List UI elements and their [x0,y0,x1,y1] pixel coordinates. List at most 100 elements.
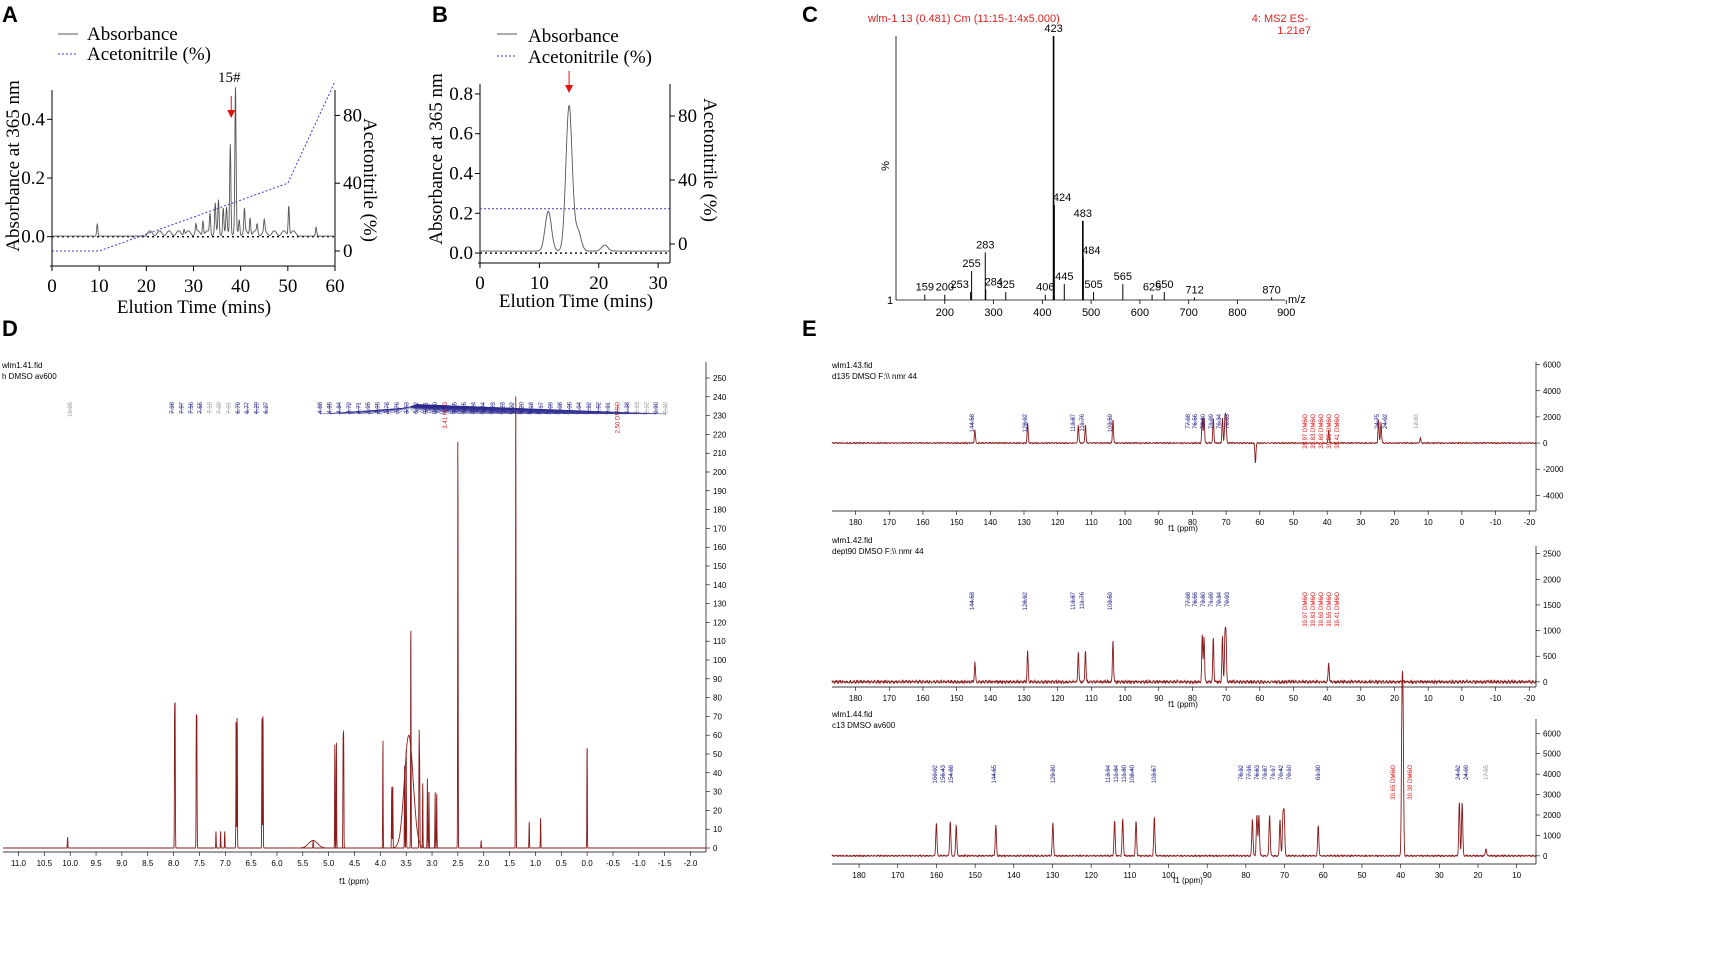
a-x-tick-label-2: 20 [137,276,156,297]
a-x-tick-label-0: 0 [47,276,57,297]
d-y-tick-label-10: 100 [713,656,727,665]
e3-title-2: c13 DMSO av600 [832,721,896,730]
panel-c-mass-spectrum: wlm-1 13 (0.481) Cm (11:15-1:4x5.000) 4:… [867,13,1311,319]
b-plot-area [480,71,670,254]
a-absorbance-trace [52,87,335,237]
d-g3-fan-13 [409,406,445,415]
d-spectrum-trace [3,396,706,849]
panel-letter-e: E [802,316,817,341]
d-g3-label-7: 3.78 [385,401,391,413]
b-ylabel-left: Absorbance at 365 nm [426,73,447,245]
e1-y-tick-label-5: 0 [1543,678,1548,687]
d-title-1: wlm1.41.fid [1,361,42,370]
e2-label-12: 76.63 [1255,764,1261,780]
a-axes [50,90,336,267]
d-x-tick-label-15: 3.5 [401,859,413,868]
d-x-tick-label-11: 5.5 [297,859,309,868]
d-g3-fan-8 [396,406,409,415]
b-xlabel: Elution Time (mins) [499,291,653,312]
e1-label-12: 39.83 DMSO [1311,592,1317,627]
a-y-tick-left-label-1: 0.2 [21,168,45,189]
e0-x-tick-label-12: 60 [1255,518,1264,527]
c-header-right-2: 1.21e7 [1277,25,1311,37]
b-absorbance-trace [480,104,670,252]
e1-label-15: 39.41 DMSO [1335,592,1341,627]
d-g3-label-25: 3.08 [558,401,564,413]
a-x-tick-label-3: 30 [184,276,203,297]
e-subplot-c13: 180 170 160 150 140 130 120 110 100 90 80 70 60 50 40 3… [831,670,1561,880]
d-x-tick-label-6: 8.0 [168,859,180,868]
e2-x-tick-label-12: 60 [1319,871,1328,880]
d-g2-label-6: 7.01 [226,401,232,413]
e1-x-tick-label-9: 90 [1154,694,1163,703]
c-peak-label-6: 325 [997,279,1015,291]
e1-y-tick-label-1: 2000 [1543,575,1561,584]
e2-x-tick-label-2: 160 [930,871,944,880]
e0-y-tick-label-5: -4000 [1543,491,1564,500]
e1-label-13: 39.69 DMSO [1319,592,1325,627]
panel-a-hplc: Absorbance Acetonitrile (%) 15# Absorban… [3,24,380,318]
d-y-tick-label-0: 0 [713,844,718,853]
e0-x-tick-label-8: 100 [1118,518,1132,527]
a-x-ticks: 0 10 20 30 40 50 60 [47,266,345,297]
d-y-tick-label-18: 180 [713,506,727,515]
c-peak-label-9: 424 [1053,192,1071,204]
c-header-left: wlm-1 13 (0.481) Cm (11:15-1:4x5.000) [867,13,1060,25]
e2-y-tick-label-0: 6000 [1543,729,1561,738]
e2-x-tick-label-8: 100 [1162,871,1176,880]
e0-x-tick-label-17: 10 [1424,518,1433,527]
c-header-right-1: 4: MS2 ES- [1252,13,1309,25]
d-g3-label-34: 1.12 [644,401,650,413]
e1-label-14: 39.55 DMSO [1327,592,1333,627]
e1-y-tick-label-3: 1000 [1543,627,1561,636]
d-y-tick-label-11: 110 [713,637,726,646]
d-x-tick-label-3: 9.5 [90,859,102,868]
c-x-tick-label-7: 900 [1277,307,1295,319]
d-y-tick-label-24: 240 [713,393,727,402]
e0-label-6: 76.56 [1193,413,1199,429]
c-peak-label-12: 484 [1082,245,1100,257]
e0-spectrum-trace [831,412,1537,463]
b-y-tick-right-label-2: 80 [678,106,697,127]
d-x-tick-label-2: 10.0 [62,859,78,868]
e2-x-tick-label-10: 80 [1241,871,1250,880]
e1-x-tick-label-1: 170 [883,694,897,703]
d-g3-fan-12 [409,406,436,415]
e2-label-3: 144.65 [992,764,998,783]
d-g2-label-9: 6.29 [255,401,261,413]
d-x-tick-label-7: 7.5 [194,859,206,868]
c-peak-label-11: 483 [1074,208,1092,220]
d-y-tick-label-6: 60 [713,731,722,740]
d-xlabel: f1 (ppm) [339,877,369,886]
d-y-tick-label-15: 150 [713,562,727,571]
e1-label-11: 39.97 DMSO [1303,592,1309,627]
c-ylabel: % [880,161,892,171]
c-x-tick-label-0: 200 [936,307,954,319]
d-g3-label-13: 3.41 HDO [443,402,449,429]
d-y-tick-label-22: 220 [713,430,727,439]
b-x-tick-label-2: 20 [589,273,608,294]
e2-y-tick-label-5: 1000 [1543,831,1561,840]
e2-label-22: 17.95 [1484,764,1490,780]
d-y-tick-label-4: 40 [713,769,722,778]
e1-x-tick-label-5: 130 [1017,694,1031,703]
d-g3-label-0: 4.88 [318,401,324,413]
c-peak-label-15: 625 [1143,282,1161,294]
d-g2-label-5: 7.09 [217,401,223,413]
a-y-ticks-right: 0 40 80 [335,105,362,262]
e0-label-13: 39.69 DMSO [1319,414,1325,449]
e0-label-11: 39.97 DMSO [1303,414,1309,449]
d-x-tick-label-4: 9.0 [116,859,128,868]
e2-x-tick-label-6: 120 [1084,871,1098,880]
b-y-ticks-left: 0.0 0.2 0.4 0.6 0.8 [449,84,480,264]
d-g3-fan-6 [377,407,408,415]
e1-x-tick-label-18: 0 [1460,694,1465,703]
d-x-tick-label-19: 1.5 [504,859,516,868]
e2-label-4: 129.90 [1051,764,1057,783]
d-y-tick-label-5: 50 [713,750,722,759]
legend-a-acetonitrile: Acetonitrile (%) [87,44,211,65]
e2-x-tick-label-11: 70 [1280,871,1289,880]
a-y-tick-right-label-2: 80 [343,105,362,126]
c-x-tick-label-3: 500 [1082,307,1100,319]
